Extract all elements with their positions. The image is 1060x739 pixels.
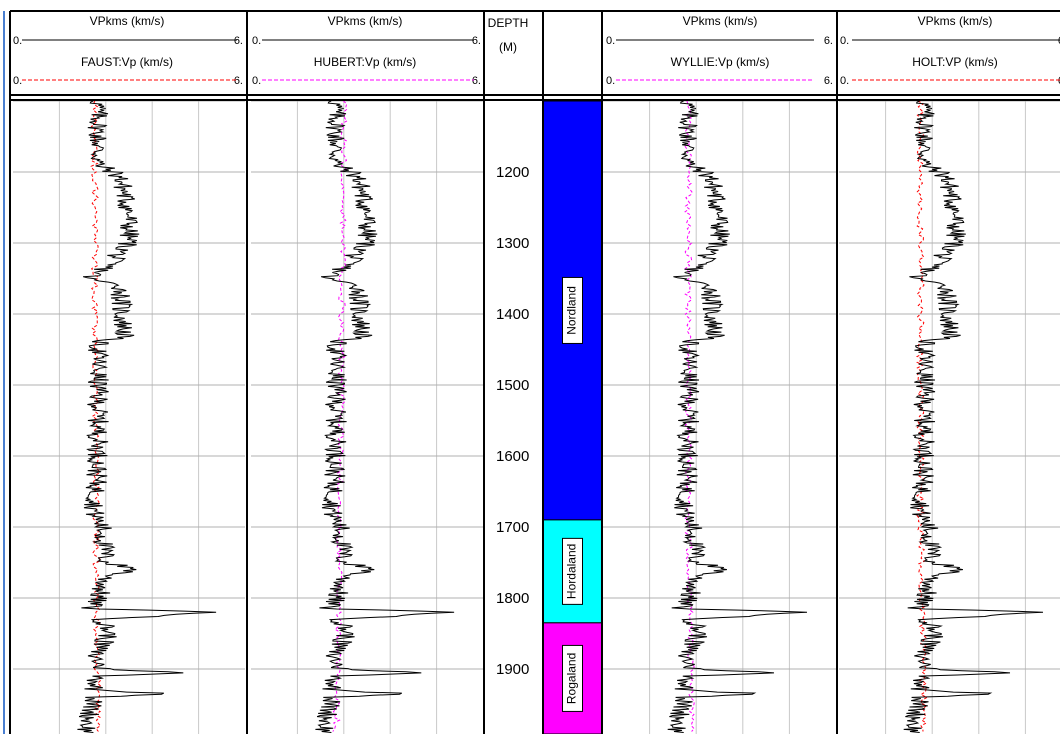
depth-tick-label: 1200	[496, 164, 529, 181]
track-4-curve-name: HOLT:VP (km/s)	[912, 55, 998, 69]
model-curve-hubert	[332, 100, 348, 732]
track-2-scale-max: 6.	[472, 35, 481, 47]
depth-tick-label: 1900	[496, 661, 529, 678]
formation-column: Nordland Hordaland Rogaland	[542, 100, 603, 735]
track-2-curve-max: 6.	[472, 75, 481, 87]
curve-layer	[77, 100, 1044, 733]
track-3-header: VPkms (km/s)	[683, 14, 758, 28]
formation-label-box	[562, 644, 583, 712]
depth-tick-label: 1700	[496, 519, 529, 536]
track-1-scale-min: 0.	[13, 35, 22, 47]
model-curve-wyllie	[684, 100, 695, 732]
track-3-curve-min: 0.	[606, 75, 615, 87]
depth-tick-label: 1600	[496, 448, 529, 465]
measured-vp-curve	[77, 100, 217, 733]
formation-label-box	[562, 537, 583, 605]
track-1-curve-max: 6.	[234, 75, 243, 87]
grid-layer	[13, 100, 1060, 734]
track-4-header: VPkms (km/s)	[918, 14, 993, 28]
track-4-scale-min: 0.	[840, 35, 849, 47]
depth-tick-label: 1400	[496, 306, 529, 323]
depth-track-unit: (M)	[499, 40, 517, 54]
track-1-curve-name: FAUST:Vp (km/s)	[81, 55, 173, 69]
track-3-curve-max: 6.	[824, 75, 833, 87]
formation-label-box	[562, 276, 583, 344]
measured-vp-curve	[903, 100, 1044, 733]
track-4-scale-max: 6	[1058, 35, 1060, 47]
model-curve-faust	[90, 100, 102, 732]
track-1-header: VPkms (km/s)	[90, 14, 165, 28]
depth-track-title: DEPTH	[488, 16, 529, 30]
track-2-header: VPkms (km/s)	[328, 14, 403, 28]
depth-tick-label: 1300	[496, 235, 529, 252]
formation-label-hordaland: Hordaland	[565, 544, 579, 599]
depth-tick-label: 1800	[496, 590, 529, 607]
track-3-curve-name: WYLLIE:Vp (km/s)	[671, 55, 770, 69]
track-2-scale-min: 0.	[252, 35, 261, 47]
formation-label-nordland: Nordland	[565, 286, 579, 335]
track-3-scale-min: 0.	[606, 35, 615, 47]
measured-vp-curve	[315, 100, 455, 733]
track-1-scale-max: 6.	[234, 35, 243, 47]
depth-labels: 1200 1300 1400 1500 1600 1700 1800 1900	[496, 164, 529, 678]
measured-vp-curve	[667, 100, 808, 733]
track-4-curve-max: 6	[1058, 75, 1060, 87]
track-4-curve-min: 0.	[840, 75, 849, 87]
track-3-scale-max: 6.	[824, 35, 833, 47]
header-layer: VPkms (km/s) FAUST:Vp (km/s) 0. 6. 0. 6.…	[13, 14, 1060, 87]
track-1-curve-min: 0.	[13, 75, 22, 87]
depth-tick-label: 1500	[496, 377, 529, 394]
formation-label-rogaland: Rogaland	[565, 653, 579, 704]
track-2-curve-min: 0.	[252, 75, 261, 87]
track-2-curve-name: HUBERT:Vp (km/s)	[314, 55, 416, 69]
model-curve-holt	[915, 100, 928, 732]
